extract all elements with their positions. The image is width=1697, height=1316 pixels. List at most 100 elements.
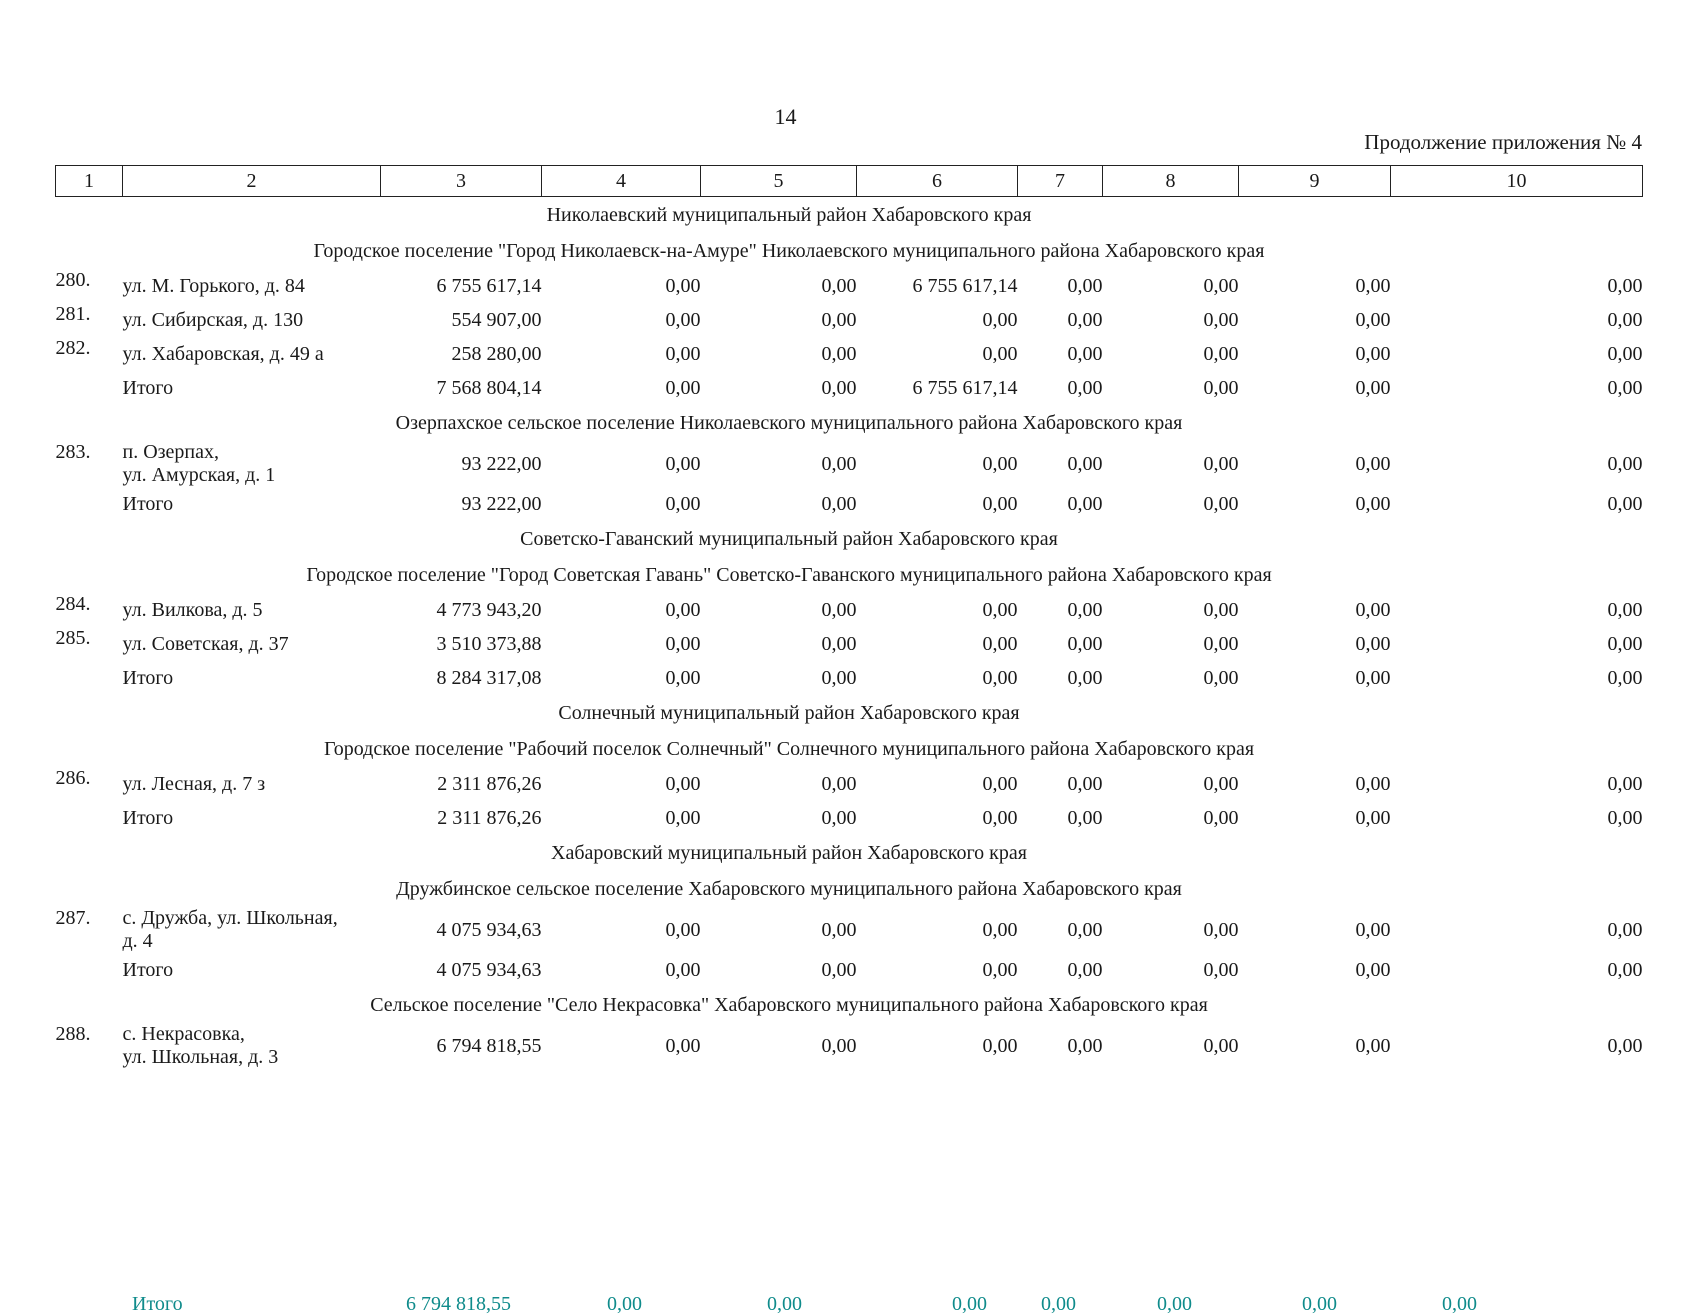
section-title: Советско-Гаванский муниципальный район Х… xyxy=(520,527,1058,550)
address-cell: с. Некрасовка, ул. Школьная, д. 3 xyxy=(122,1023,279,1068)
value-cell: 0,00 xyxy=(821,492,857,515)
value-cell: 0,00 xyxy=(665,598,701,621)
value-cell: 0,00 xyxy=(1355,376,1391,399)
value-cell: 0,00 xyxy=(982,342,1018,365)
column-header: 7 xyxy=(1017,165,1103,197)
value-cell: 0,00 xyxy=(1607,632,1643,655)
value-cell: 0,00 xyxy=(1355,274,1391,297)
value-cell: 0,00 xyxy=(1067,958,1103,981)
value-cell: 0,00 xyxy=(1607,772,1643,795)
value-cell: 258 280,00 xyxy=(451,342,542,365)
value-cell: 0,00 xyxy=(1607,376,1643,399)
value-cell: 0,00 xyxy=(1067,918,1103,941)
table-row: 286. ул. Лесная, д. 7 з 2 311 876,26 0,00 0,… xyxy=(56,767,1643,801)
value-cell: 0,00 xyxy=(1355,806,1391,829)
section-row: Городское поселение "Город Советская Гав… xyxy=(56,557,1643,593)
value-cell: 0,00 xyxy=(1607,1034,1643,1057)
total-label: Итого xyxy=(132,1293,183,1315)
value-cell: 0,00 xyxy=(1302,1293,1337,1315)
value-cell: 0,00 xyxy=(1067,492,1103,515)
address-cell: ул. Вилкова, д. 5 xyxy=(122,598,263,621)
value-cell: 2 311 876,26 xyxy=(437,772,542,795)
section-row: Солнечный муниципальный район Хабаровско… xyxy=(56,695,1643,731)
value-cell: 6 794 818,55 xyxy=(436,1034,542,1057)
value-cell: 4 773 943,20 xyxy=(436,598,542,621)
address-cell: ул. Хабаровская, д. 49 а xyxy=(122,342,324,365)
value-cell: 0,00 xyxy=(1203,666,1239,689)
value-cell: 0,00 xyxy=(821,958,857,981)
address-cell: ул. Сибирская, д. 130 xyxy=(122,308,304,331)
value-cell: 8 284 317,08 xyxy=(436,666,542,689)
value-cell: 0,00 xyxy=(1355,772,1391,795)
value-cell: 0,00 xyxy=(665,666,701,689)
value-cell: 0,00 xyxy=(1067,274,1103,297)
value-cell: 4 075 934,63 xyxy=(436,958,542,981)
value-cell: 6 755 617,14 xyxy=(912,274,1018,297)
address-cell: с. Дружба, ул. Школьная, д. 4 xyxy=(122,907,338,952)
value-cell: 0,00 xyxy=(982,806,1018,829)
row-number xyxy=(56,661,123,695)
value-cell: 0,00 xyxy=(821,342,857,365)
row-number xyxy=(55,1292,122,1316)
value-cell: 7 568 804,14 xyxy=(436,376,542,399)
section-row: Николаевский муниципальный район Хабаров… xyxy=(56,197,1643,234)
value-cell: 0,00 xyxy=(821,452,857,475)
total-label: Итого xyxy=(122,806,174,829)
value-cell: 0,00 xyxy=(1355,492,1391,515)
value-cell: 0,00 xyxy=(665,492,701,515)
value-cell: 0,00 xyxy=(1607,342,1643,365)
value-cell: 0,00 xyxy=(1442,1293,1477,1315)
row-number xyxy=(56,953,123,987)
value-cell: 0,00 xyxy=(665,632,701,655)
address-cell: ул. Советская, д. 37 xyxy=(122,632,289,655)
value-cell: 0,00 xyxy=(821,598,857,621)
value-cell: 2 311 876,26 xyxy=(437,806,542,829)
value-cell: 0,00 xyxy=(1203,1034,1239,1057)
value-cell: 0,00 xyxy=(665,918,701,941)
value-cell: 0,00 xyxy=(1355,308,1391,331)
column-header: 4 xyxy=(541,165,701,197)
section-title: Городское поселение "Город Советская Гав… xyxy=(306,563,1272,586)
column-header: 5 xyxy=(700,165,857,197)
table-row: 284. ул. Вилкова, д. 5 4 773 943,20 0,00 0,0… xyxy=(56,593,1643,627)
value-cell: 0,00 xyxy=(982,958,1018,981)
value-cell: 0,00 xyxy=(1203,452,1239,475)
column-header: 2 xyxy=(122,165,381,197)
value-cell: 4 075 934,63 xyxy=(436,918,542,941)
value-cell: 0,00 xyxy=(982,452,1018,475)
value-cell: 0,00 xyxy=(1041,1293,1076,1315)
total-label: Итого xyxy=(122,666,174,689)
table-row: Итого 7 568 804,14 0,00 0,00 6 755 617,14 0,0… xyxy=(56,371,1643,405)
table-row: 287. с. Дружба, ул. Школьная, д. 4 4 075 9… xyxy=(56,907,1643,953)
address-cell: п. Озерпах, ул. Амурская, д. 1 xyxy=(122,441,276,486)
value-cell: 0,00 xyxy=(821,806,857,829)
row-number xyxy=(56,371,123,405)
value-cell: 93 222,00 xyxy=(461,492,542,515)
value-cell: 0,00 xyxy=(821,666,857,689)
value-cell: 0,00 xyxy=(982,492,1018,515)
column-header: 3 xyxy=(380,165,542,197)
address-cell: ул. Лесная, д. 7 з xyxy=(122,772,266,795)
table-row: Итого 2 311 876,26 0,00 0,00 0,00 0,00 0,00 0,0… xyxy=(56,801,1643,835)
section-title: Николаевский муниципальный район Хабаров… xyxy=(546,203,1032,226)
value-cell: 0,00 xyxy=(1355,918,1391,941)
value-cell: 0,00 xyxy=(1355,632,1391,655)
row-number: 283. xyxy=(55,441,91,463)
value-cell: 0,00 xyxy=(665,806,701,829)
value-cell: 0,00 xyxy=(982,918,1018,941)
section-row: Сельское поселение "Село Некрасовка" Хаб… xyxy=(56,987,1643,1023)
value-cell: 0,00 xyxy=(1067,376,1103,399)
value-cell: 0,00 xyxy=(1067,452,1103,475)
table-row: Итого 93 222,00 0,00 0,00 0,00 0,00 0,00 0,00 0,… xyxy=(56,487,1643,521)
data-table: 1 2 3 4 5 6 7 8 9 10 Николаевский муниципальный р… xyxy=(55,165,1643,1069)
section-row: Хабаровский муниципальный район Хабаровс… xyxy=(56,835,1643,871)
table-header: 1 2 3 4 5 6 7 8 9 10 xyxy=(55,165,1643,197)
value-cell: 0,00 xyxy=(1157,1293,1192,1315)
value-cell: 0,00 xyxy=(665,1034,701,1057)
appendix-caption: Продолжение приложения № 4 xyxy=(1364,130,1642,154)
value-cell: 0,00 xyxy=(982,308,1018,331)
value-cell: 0,00 xyxy=(821,274,857,297)
value-cell: 0,00 xyxy=(665,452,701,475)
value-cell: 0,00 xyxy=(1067,1034,1103,1057)
value-cell: 0,00 xyxy=(1607,598,1643,621)
